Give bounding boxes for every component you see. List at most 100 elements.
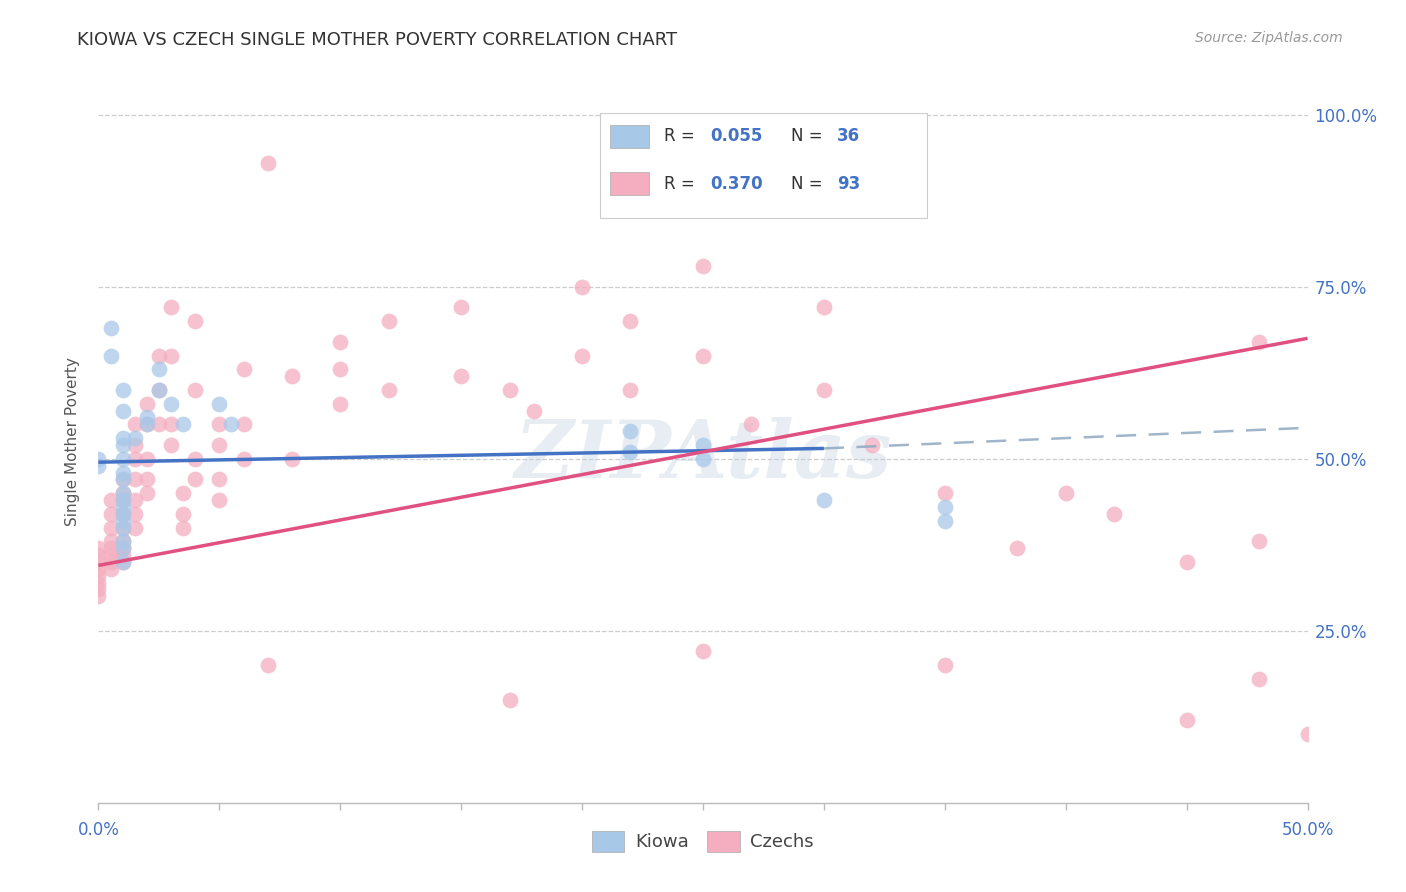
Point	[208, 472, 231, 486]
Point	[184, 383, 207, 397]
Text: R =: R =	[664, 128, 700, 145]
Point	[232, 362, 254, 376]
Point	[87, 555, 110, 569]
Point	[619, 445, 641, 459]
Point	[498, 383, 520, 397]
Text: Source: ZipAtlas.com: Source: ZipAtlas.com	[1195, 31, 1343, 45]
Point	[111, 493, 134, 508]
Point	[813, 383, 835, 397]
Point	[172, 520, 194, 534]
Point	[111, 507, 134, 521]
Point	[221, 417, 243, 432]
Point	[1054, 486, 1077, 500]
Point	[934, 514, 956, 528]
Text: 93: 93	[837, 175, 860, 193]
Point	[124, 431, 146, 445]
Text: R =: R =	[664, 175, 700, 193]
Point	[281, 451, 304, 466]
Text: 0.370: 0.370	[710, 175, 763, 193]
Point	[135, 410, 157, 425]
Point	[1296, 727, 1319, 741]
Point	[111, 534, 134, 549]
Point	[111, 541, 134, 556]
Point	[740, 417, 762, 432]
Point	[135, 417, 157, 432]
Point	[111, 555, 134, 569]
Point	[135, 472, 157, 486]
Point	[111, 520, 134, 534]
Point	[160, 349, 183, 363]
Point	[111, 555, 134, 569]
Point	[87, 575, 110, 590]
Point	[1249, 672, 1271, 686]
Point	[860, 438, 883, 452]
Point	[619, 383, 641, 397]
Point	[934, 658, 956, 673]
Point	[148, 383, 170, 397]
Point	[523, 403, 546, 417]
Point	[111, 438, 134, 452]
Point	[135, 486, 157, 500]
Point	[111, 514, 134, 528]
Point	[87, 541, 110, 556]
Point	[208, 397, 231, 411]
Point	[160, 417, 183, 432]
Point	[160, 438, 183, 452]
Point	[111, 466, 134, 480]
Point	[87, 458, 110, 473]
Point	[619, 424, 641, 438]
Point	[111, 431, 134, 445]
Point	[1175, 713, 1198, 727]
Point	[100, 321, 122, 335]
Point	[256, 658, 278, 673]
Point	[111, 403, 134, 417]
Text: KIOWA VS CZECH SINGLE MOTHER POVERTY CORRELATION CHART: KIOWA VS CZECH SINGLE MOTHER POVERTY COR…	[77, 31, 678, 49]
Point	[148, 417, 170, 432]
Point	[111, 534, 134, 549]
Text: ZIPAtlas: ZIPAtlas	[515, 417, 891, 495]
Point	[100, 493, 122, 508]
Point	[329, 397, 352, 411]
Point	[692, 349, 714, 363]
Point	[692, 451, 714, 466]
Point	[813, 301, 835, 315]
Point	[184, 472, 207, 486]
Point	[256, 156, 278, 170]
Point	[87, 548, 110, 562]
Point	[100, 507, 122, 521]
Point	[111, 451, 134, 466]
Point	[111, 493, 134, 508]
Point	[172, 417, 194, 432]
Point	[135, 397, 157, 411]
Point	[111, 383, 134, 397]
Point	[148, 362, 170, 376]
Text: 36: 36	[837, 128, 860, 145]
Point	[100, 562, 122, 576]
Point	[1007, 541, 1029, 556]
Point	[1249, 534, 1271, 549]
Point	[281, 369, 304, 384]
Point	[148, 383, 170, 397]
Point	[692, 644, 714, 658]
Text: N =: N =	[792, 128, 828, 145]
Point	[111, 472, 134, 486]
Point	[100, 555, 122, 569]
Point	[111, 500, 134, 514]
Point	[111, 548, 134, 562]
Point	[124, 507, 146, 521]
Point	[111, 486, 134, 500]
Point	[124, 520, 146, 534]
Y-axis label: Single Mother Poverty: Single Mother Poverty	[65, 357, 80, 526]
Point	[377, 314, 399, 328]
Point	[87, 582, 110, 597]
Point	[135, 451, 157, 466]
Point	[124, 438, 146, 452]
Point	[813, 493, 835, 508]
Point	[377, 383, 399, 397]
Point	[160, 397, 183, 411]
Point	[124, 417, 146, 432]
Point	[1249, 334, 1271, 349]
FancyBboxPatch shape	[600, 112, 927, 218]
Point	[450, 301, 472, 315]
Point	[111, 486, 134, 500]
